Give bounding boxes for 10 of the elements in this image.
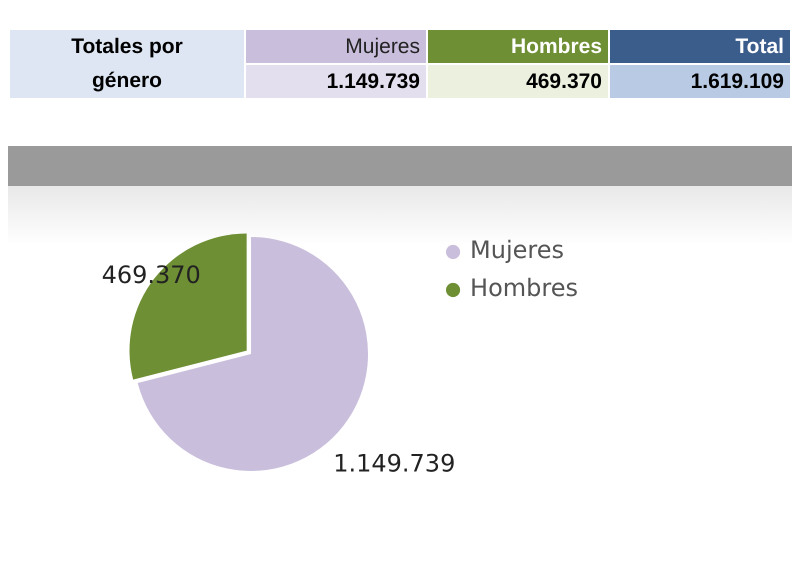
data-label: 1.149.739	[333, 449, 456, 478]
legend-label: Mujeres	[470, 236, 564, 264]
text: 469.370	[526, 70, 602, 92]
category-label: Hombres	[510, 34, 602, 58]
legend-label: Hombres	[470, 274, 578, 302]
text: 1.149.739	[326, 70, 420, 92]
text: 1.619.109	[610, 65, 790, 98]
chart-title: Totales por género	[70, 34, 184, 94]
text: Total	[610, 30, 790, 63]
category-label: Mujeres	[345, 34, 420, 58]
